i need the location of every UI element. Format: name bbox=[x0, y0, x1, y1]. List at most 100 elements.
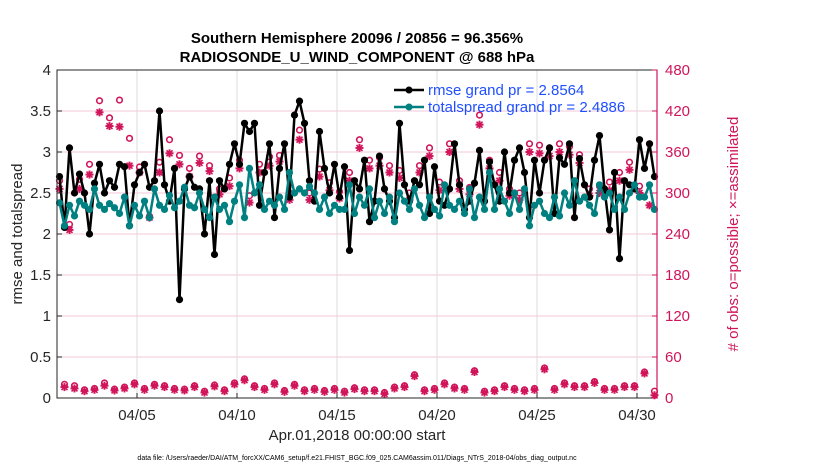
totalspread-point bbox=[530, 201, 539, 209]
x-tick-label: 04/30 bbox=[618, 407, 656, 424]
totalspread-point bbox=[140, 197, 149, 205]
assimilated-point bbox=[130, 380, 139, 389]
rmse-point bbox=[515, 144, 524, 152]
totalspread-point bbox=[425, 193, 434, 201]
assimilated-point bbox=[410, 372, 419, 381]
rmse-point bbox=[265, 140, 274, 148]
y-axis-ticks: 0 0.5 1 1.5 2 2.5 3 3.5 4 bbox=[30, 62, 62, 407]
totalspread-point bbox=[595, 181, 604, 189]
totalspread-point bbox=[640, 193, 649, 201]
totalspread-point bbox=[170, 204, 179, 212]
asterisk-stroke bbox=[620, 383, 629, 391]
totalspread-point bbox=[400, 197, 409, 205]
rmse-point bbox=[330, 160, 339, 168]
totalspread-point bbox=[360, 201, 369, 209]
asterisk-stroke bbox=[390, 384, 399, 392]
totalspread-point bbox=[125, 222, 134, 230]
totalspread-point bbox=[365, 185, 374, 193]
assimilated-point bbox=[460, 385, 469, 394]
totalspread-point bbox=[535, 197, 544, 205]
totalspread-point bbox=[310, 189, 319, 197]
rmse-point bbox=[485, 158, 494, 166]
assimilated-point bbox=[115, 122, 124, 131]
assimilated-point bbox=[530, 385, 539, 394]
rmse-point bbox=[475, 146, 484, 154]
asterisk-stroke bbox=[355, 144, 364, 152]
assimilated-point bbox=[350, 385, 359, 394]
assimilated-point bbox=[280, 387, 289, 396]
rmse-point bbox=[140, 160, 149, 168]
y2-tick-label: 120 bbox=[665, 308, 690, 325]
rmse-point bbox=[230, 140, 239, 148]
legend: rmse grand pr = 2.8564 totalspread grand… bbox=[394, 82, 625, 116]
asterisk-stroke bbox=[175, 160, 184, 168]
asterisk-stroke bbox=[105, 122, 114, 130]
asterisk-stroke bbox=[155, 168, 164, 177]
asterisk-stroke bbox=[320, 388, 329, 396]
asterisk-stroke bbox=[290, 382, 299, 390]
assimilated-point bbox=[610, 385, 619, 394]
totalspread-point bbox=[565, 201, 574, 209]
assimilated-point bbox=[245, 198, 254, 207]
grid bbox=[57, 70, 657, 398]
y2-axis-ticks: 0 60 120 180 240 300 360 420 480 bbox=[652, 62, 690, 407]
rmse-point bbox=[335, 193, 344, 201]
totalspread-point bbox=[375, 197, 384, 205]
asterisk-stroke bbox=[280, 388, 289, 396]
totalspread-point bbox=[355, 193, 364, 201]
totalspread-point bbox=[470, 214, 479, 222]
totalspread-point bbox=[250, 189, 259, 197]
asterisk-stroke bbox=[580, 383, 589, 391]
asterisk-stroke bbox=[440, 380, 449, 388]
totalspread-point bbox=[350, 209, 359, 218]
rmse-point bbox=[650, 173, 659, 181]
rmse-point bbox=[175, 296, 184, 304]
x-axis-label: Apr.01,2018 00:00:00 start bbox=[269, 427, 447, 444]
rmse-point bbox=[505, 189, 514, 197]
asterisk-stroke bbox=[110, 386, 119, 395]
totalspread-point bbox=[405, 205, 414, 213]
rmse-point bbox=[240, 119, 249, 127]
asterisk-stroke bbox=[425, 152, 434, 160]
totalspread-point bbox=[570, 177, 579, 185]
rmse-point bbox=[235, 160, 244, 168]
totalspread-point bbox=[645, 181, 654, 189]
asterisk-stroke bbox=[260, 386, 269, 394]
assimilated-point bbox=[425, 152, 434, 161]
asterisk-stroke bbox=[350, 385, 359, 393]
assimilated-point bbox=[150, 381, 159, 390]
rmse-point bbox=[570, 214, 579, 222]
asterisk-stroke bbox=[300, 387, 309, 395]
rmse-point bbox=[415, 181, 424, 189]
assimilated-point bbox=[100, 381, 109, 390]
possible-point bbox=[165, 136, 174, 144]
totalspread-point bbox=[435, 212, 444, 220]
rmse-point bbox=[610, 168, 619, 177]
rmse-point bbox=[315, 127, 324, 136]
assimilated-point bbox=[430, 385, 439, 394]
totalspread-point bbox=[115, 209, 124, 218]
rmse-point bbox=[260, 168, 269, 177]
rmse-point bbox=[325, 189, 334, 197]
assimilated-point bbox=[170, 385, 179, 394]
assimilated-point bbox=[520, 387, 529, 396]
rmse-point bbox=[535, 189, 544, 197]
y-axis-label: rmse and totalspread bbox=[9, 164, 26, 305]
possible-point bbox=[115, 96, 124, 104]
assimilated-point bbox=[320, 387, 329, 396]
rmse-point bbox=[95, 160, 104, 168]
totalspread-point bbox=[230, 197, 239, 205]
totalspread-point bbox=[410, 185, 419, 193]
asterisk-stroke bbox=[525, 148, 534, 156]
y-tick-label: 2.5 bbox=[30, 185, 51, 202]
rmse-point bbox=[530, 156, 539, 164]
rmse-point bbox=[540, 156, 549, 164]
assimilated-point bbox=[110, 386, 119, 395]
assimilated-point bbox=[220, 387, 229, 396]
y2-tick-label: 360 bbox=[665, 144, 690, 161]
totalspread-point bbox=[305, 182, 314, 191]
totalspread-point bbox=[80, 201, 89, 209]
possible-point bbox=[475, 111, 484, 119]
asterisk-stroke bbox=[600, 386, 609, 394]
totalspread-point bbox=[540, 209, 549, 218]
